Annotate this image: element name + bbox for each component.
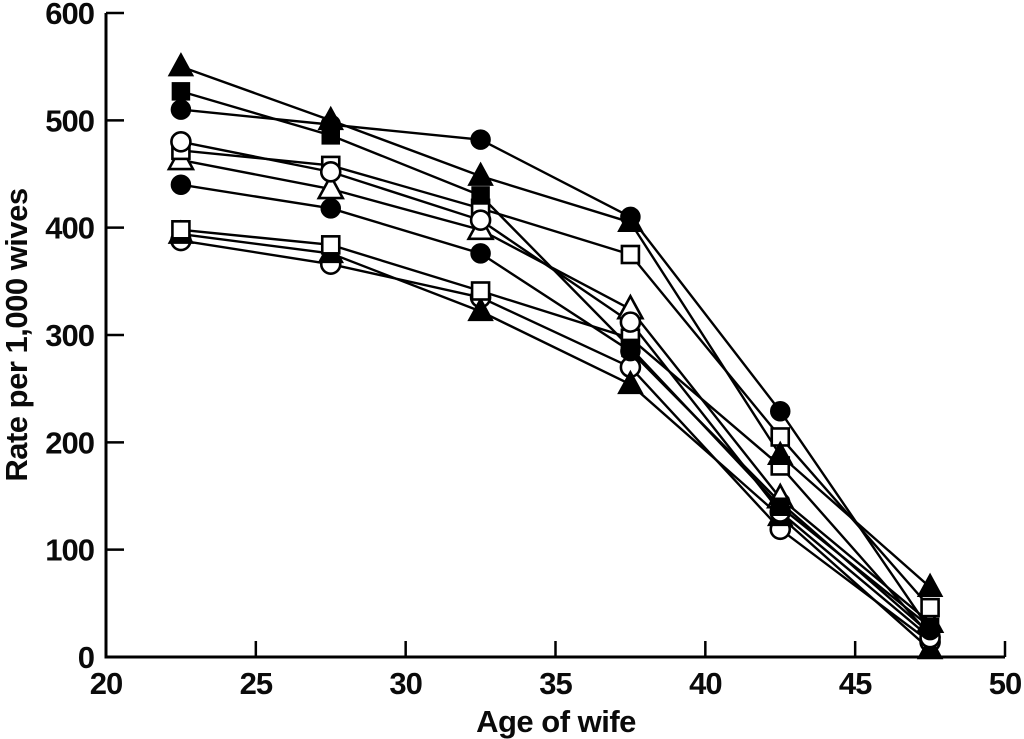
population-5-marker-open-square (920, 597, 940, 618)
population-4-marker-open-circle (319, 161, 342, 183)
x-tick-label: 35 (539, 666, 572, 701)
series-line-population-3 (180, 108, 932, 631)
y-tick-label: 400 (45, 211, 94, 246)
x-tick-label: 30 (389, 666, 421, 701)
y-axis-title: Rate per 1,000 wives (0, 188, 34, 482)
population-7-marker-filled-circle (320, 198, 341, 219)
population-2-marker-filled-square (171, 82, 191, 101)
population-4-marker-open-circle (469, 209, 492, 231)
population-1-marker-filled-triangle (617, 207, 644, 233)
population-4-marker-open-circle (170, 131, 192, 153)
y-tick-label: 300 (45, 318, 94, 353)
population-9-marker-filled-triangle (617, 369, 644, 395)
series-line-population-4 (180, 140, 931, 639)
population-5-marker-open-square (620, 244, 641, 265)
population-6-marker-open-triangle (316, 173, 345, 200)
y-tick-label: 200 (45, 425, 94, 460)
series-line-population-8 (180, 228, 931, 637)
x-axis-title: Age of wife (476, 704, 636, 739)
x-tick-label: 20 (90, 666, 122, 701)
y-tick-label: 600 (45, 0, 94, 31)
series-line-population-2 (180, 90, 931, 628)
series-line-population-7 (180, 183, 931, 635)
series-line-population-1 (180, 65, 931, 589)
x-tick-label: 25 (240, 666, 273, 701)
population-1-marker-filled-triangle (766, 440, 794, 465)
population-2-marker-filled-square (771, 497, 790, 516)
population-2-marker-filled-square (471, 186, 490, 205)
population-3-marker-filled-circle (470, 129, 491, 150)
population-2-marker-filled-square (920, 617, 940, 637)
population-1-marker-filled-triangle (167, 52, 195, 77)
y-tick-label: 0 (78, 640, 94, 675)
population-3-marker-filled-circle (770, 400, 791, 422)
population-7-marker-filled-circle (170, 174, 192, 195)
x-tick-label: 45 (839, 666, 872, 701)
population-1-marker-filled-triangle (317, 105, 345, 131)
population-1-marker-filled-triangle (467, 161, 494, 186)
series-line-population-5 (180, 149, 931, 609)
series-line-population-9 (180, 232, 931, 651)
x-tick-label: 40 (689, 666, 721, 701)
population-2-marker-filled-square (621, 338, 640, 358)
y-tick-label: 100 (45, 533, 94, 568)
population-8-marker-open-square (470, 281, 491, 301)
population-8-marker-open-square (171, 220, 191, 240)
population-8-marker-open-square (320, 235, 341, 255)
population-9-marker-filled-triangle (467, 296, 494, 322)
series-line-population-6 (180, 158, 931, 624)
x-tick-label: 50 (989, 666, 1021, 701)
population-4-marker-open-circle (619, 311, 642, 333)
population-7-marker-filled-circle (470, 243, 491, 264)
y-tick-label: 500 (45, 103, 94, 138)
population-1-marker-filled-triangle (916, 572, 944, 597)
population-3-marker-filled-circle (170, 99, 192, 120)
series-line-population-10 (180, 239, 931, 643)
